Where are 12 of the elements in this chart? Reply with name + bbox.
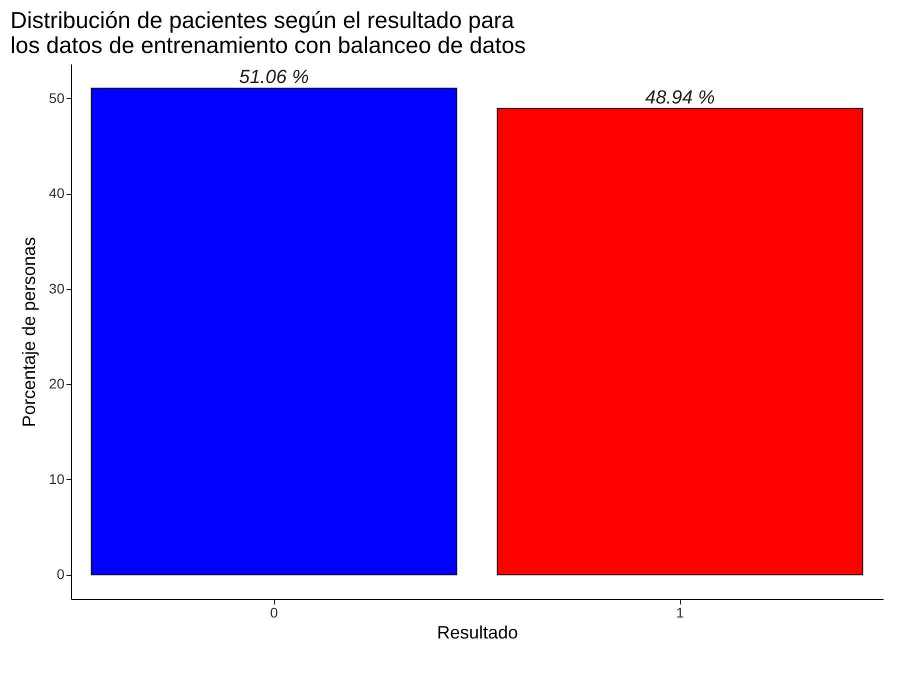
chart-title: Distribución de pacientes según el resultado para los datos de entrenamiento con balanceo de datos bbox=[10, 7, 526, 58]
x-axis-title: Resultado bbox=[436, 622, 518, 642]
x-tick-label: 1 bbox=[676, 604, 684, 620]
y-tick-label: 40 bbox=[48, 185, 65, 202]
y-axis-title: Porcentaje de personas bbox=[18, 236, 39, 428]
data-label: 48.94 % bbox=[645, 87, 715, 108]
y-tick-label: 20 bbox=[48, 376, 65, 392]
data-label: 51.06 % bbox=[239, 67, 309, 88]
y-tick-label: 0 bbox=[56, 566, 65, 582]
y-tick-label: 30 bbox=[48, 280, 65, 296]
y-tick-label: 10 bbox=[48, 470, 65, 487]
y-tick-label: 50 bbox=[48, 90, 65, 106]
